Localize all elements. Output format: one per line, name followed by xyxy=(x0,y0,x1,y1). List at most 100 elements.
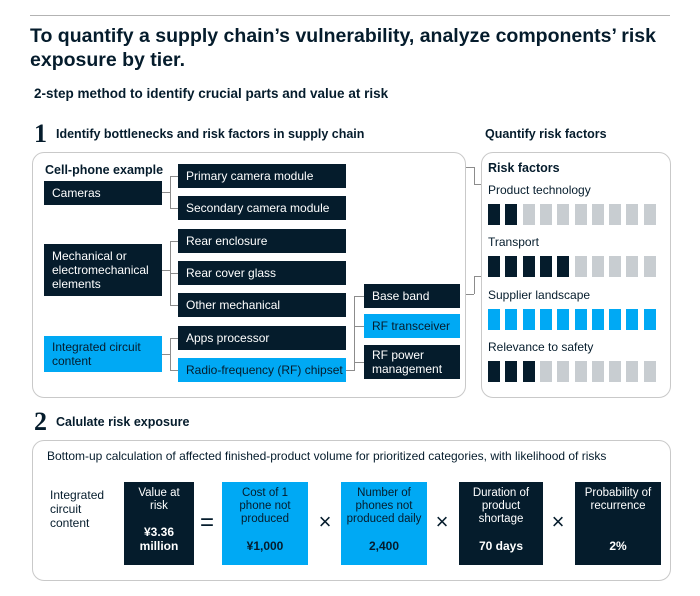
risk-level-segment xyxy=(557,204,569,225)
risk-factor-label: Transport xyxy=(488,235,539,249)
shortage-duration-box: Duration of product shortage 70 days xyxy=(459,482,543,565)
recurrence-probability-label: Probability of recurrence xyxy=(584,487,652,512)
connector xyxy=(354,326,364,327)
risk-level-segment xyxy=(488,309,500,330)
risk-level-segment xyxy=(505,204,517,225)
risk-level-segment xyxy=(557,256,569,277)
risk-factor-label: Product technology xyxy=(488,183,591,197)
step-2-number: 2 xyxy=(34,407,47,436)
calc-category: Integrated circuit content xyxy=(50,488,105,530)
tier2-secondary-camera: Secondary camera module xyxy=(178,196,346,220)
connector xyxy=(346,370,355,371)
risk-factor-label: Relevance to safety xyxy=(488,340,594,354)
multiply-sign: × xyxy=(435,509,449,534)
tier3-rf-transceiver: RF transceiver xyxy=(364,314,460,338)
value-at-risk-value: ¥3.36 million xyxy=(139,525,179,553)
risk-level-segment xyxy=(609,204,621,225)
recurrence-probability-box: Probability of recurrence 2% xyxy=(575,482,661,565)
cost-per-phone-label: Cost of 1 phone not produced xyxy=(239,487,291,525)
risk-level-segment xyxy=(575,361,587,382)
tier2-other-mechanical: Other mechanical xyxy=(178,293,346,317)
risk-level-segment xyxy=(488,204,500,225)
connector xyxy=(170,370,178,371)
recurrence-probability-value: 2% xyxy=(609,539,627,553)
risk-level-segment xyxy=(644,256,656,277)
value-at-risk-box: Value at risk ¥3.36 million xyxy=(124,482,194,565)
multiply-sign: × xyxy=(318,509,332,534)
phones-not-produced-value: 2,400 xyxy=(368,539,400,553)
risk-factor-label: Supplier landscape xyxy=(488,288,591,302)
risk-factors-title: Risk factors xyxy=(488,161,560,175)
tier3-rf-power-management: RF power management xyxy=(364,345,460,379)
risk-level-segment xyxy=(592,309,604,330)
connector xyxy=(162,270,171,271)
risk-level-segment xyxy=(644,204,656,225)
tier2-primary-camera: Primary camera module xyxy=(178,164,346,188)
risk-level-segment xyxy=(644,309,656,330)
risk-level-segment xyxy=(540,361,552,382)
step-1-label: Identify bottlenecks and risk factors in… xyxy=(56,127,365,141)
risk-level-segment xyxy=(575,204,587,225)
tier2-rear-enclosure: Rear enclosure xyxy=(178,229,346,253)
risk-level-segment xyxy=(644,361,656,382)
risk-level-segment xyxy=(575,309,587,330)
tier2-rear-cover-glass: Rear cover glass xyxy=(178,261,346,285)
equals-sign: = xyxy=(199,509,214,536)
risk-factor-bar-transport xyxy=(488,256,663,277)
risk-level-segment xyxy=(505,361,517,382)
risk-factor-bar-product-technology xyxy=(488,204,663,225)
connector xyxy=(170,176,178,177)
risk-level-segment xyxy=(557,309,569,330)
risk-level-segment xyxy=(592,361,604,382)
connector xyxy=(162,192,171,193)
tier1-integrated-circuit: Integrated circuit content xyxy=(44,336,162,372)
page-subtitle: 2-step method to identify crucial parts … xyxy=(34,86,389,101)
link-line xyxy=(474,276,475,294)
risk-level-segment xyxy=(488,256,500,277)
risk-level-segment xyxy=(609,256,621,277)
link-line xyxy=(466,167,474,168)
risk-factor-bar-relevance-to-safety xyxy=(488,361,663,382)
connector xyxy=(354,296,355,371)
connector xyxy=(162,354,171,355)
risk-level-segment xyxy=(505,256,517,277)
risk-level-segment xyxy=(609,309,621,330)
connector xyxy=(170,273,178,274)
link-line xyxy=(474,167,475,184)
tier2-rf-chipset: Radio-frequency (RF) chipset xyxy=(178,358,346,382)
page-title: To quantify a supply chain’s vulnerabili… xyxy=(30,25,656,71)
tier1-cameras: Cameras xyxy=(44,181,162,205)
link-line xyxy=(466,294,474,295)
calc-description: Bottom-up calculation of affected finish… xyxy=(47,449,607,463)
risk-level-segment xyxy=(626,309,638,330)
risk-level-segment xyxy=(523,204,535,225)
link-line xyxy=(474,184,482,185)
shortage-duration-label: Duration of product shortage xyxy=(472,487,530,525)
risk-level-segment xyxy=(592,204,604,225)
risk-level-segment xyxy=(575,256,587,277)
connector xyxy=(354,296,364,297)
risk-level-segment xyxy=(540,256,552,277)
risk-level-segment xyxy=(523,309,535,330)
connector xyxy=(170,305,178,306)
risk-level-segment xyxy=(523,256,535,277)
risk-level-segment xyxy=(540,309,552,330)
cost-per-phone-value: ¥1,000 xyxy=(246,539,284,553)
risk-level-segment xyxy=(523,361,535,382)
tier2-apps-processor: Apps processor xyxy=(178,326,346,350)
shortage-duration-value: 70 days xyxy=(478,539,524,553)
step-2-label: Calulate risk exposure xyxy=(56,415,190,429)
connector xyxy=(170,208,178,209)
cost-per-phone-box: Cost of 1 phone not produced ¥1,000 xyxy=(222,482,308,565)
risk-level-segment xyxy=(626,361,638,382)
step-1-number: 1 xyxy=(34,119,47,148)
risk-level-segment xyxy=(540,204,552,225)
link-line xyxy=(474,276,482,277)
risk-level-segment xyxy=(592,256,604,277)
risk-factor-bar-supplier-landscape xyxy=(488,309,663,330)
phones-not-produced-label: Number of phones not produced daily xyxy=(346,487,422,525)
risk-level-segment xyxy=(505,309,517,330)
connector xyxy=(170,176,171,209)
connector xyxy=(354,362,364,363)
top-rule xyxy=(30,15,670,16)
